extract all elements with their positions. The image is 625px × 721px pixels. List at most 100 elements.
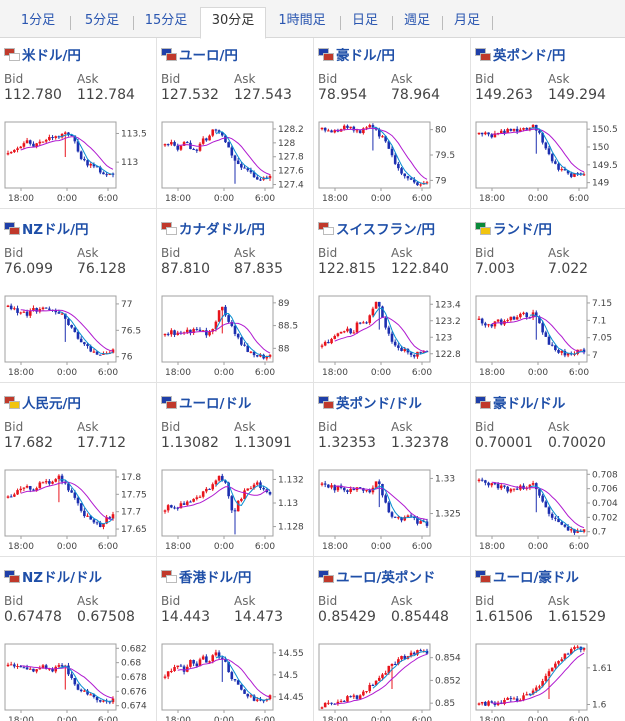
price-chart[interactable]: 0.708 0.706 0.704 0.702 0.7 18:00 0:00 6:00 xyxy=(471,466,625,558)
candle-body xyxy=(419,351,422,353)
currency-pair-link[interactable]: ユーロ/豪ドル xyxy=(475,566,579,586)
candle-body xyxy=(365,691,368,693)
price-chart[interactable]: 17.8 17.75 17.7 17.65 18:00 0:00 6:00 xyxy=(0,466,157,558)
price-chart[interactable]: 1.33 1.325 18:00 0:00 6:00 xyxy=(314,466,471,558)
price-chart[interactable]: 1.61 1.6 18:00 0:00 6:00 xyxy=(471,640,625,721)
price-chart[interactable]: 150.5 150 149.5 149 18:00 0:00 6:00 xyxy=(471,118,625,210)
candle-body xyxy=(387,327,391,334)
candle-body xyxy=(371,684,375,686)
candle-body xyxy=(189,142,192,150)
y-tick-label: 7.05 xyxy=(592,334,612,344)
tab-daily[interactable]: 日足 xyxy=(351,13,378,28)
ask-label: Ask xyxy=(77,72,99,86)
tab-5min[interactable]: 5分足 xyxy=(84,13,120,28)
currency-pair-link[interactable]: ユーロ/ドル xyxy=(161,392,251,412)
currency-card: ユーロ/円 Bid Ask 127.532 127.543 128.2 128 127.8 12… xyxy=(157,38,314,212)
price-chart[interactable]: 0.682 0.68 0.678 0.676 0.674 18:00 0:00 6:00 xyxy=(0,640,157,721)
currency-pair-link[interactable]: ユーロ/円 xyxy=(161,44,238,64)
candle-body xyxy=(205,488,208,492)
currency-pair-name: ユーロ/円 xyxy=(179,48,238,64)
y-tick-label: 1.132 xyxy=(278,475,304,485)
currency-pair-link[interactable]: 英ポンド/ドル xyxy=(318,392,422,412)
candle-body xyxy=(377,677,381,681)
candle-body xyxy=(6,496,10,498)
tab-15min[interactable]: 15分足 xyxy=(144,13,188,28)
currency-pair-name: スイスフラン/円 xyxy=(336,222,436,238)
candle-body xyxy=(63,313,67,319)
price-chart[interactable]: 1.132 1.13 1.128 18:00 0:00 6:00 xyxy=(157,466,314,558)
candle-body xyxy=(333,485,337,491)
x-tick-label: 6:00 xyxy=(255,368,275,378)
currency-pair-link[interactable]: 豪ドル/ドル xyxy=(475,392,565,412)
tab-weekly[interactable]: 週足 xyxy=(403,13,430,28)
candlestick-chart: 113.5 113 18:00 0:00 6:00 xyxy=(4,121,147,204)
price-chart[interactable]: 128.2 128 127.8 127.6 127.4 18:00 0:00 6:00 xyxy=(157,118,314,210)
price-chart[interactable]: 113.5 113 18:00 0:00 6:00 xyxy=(0,118,157,210)
moving-average-slow xyxy=(20,136,114,170)
candle-body xyxy=(371,125,375,128)
currency-pair-link[interactable]: NZドル/円 xyxy=(4,218,89,238)
currency-card: 英ポンド/ドル Bid Ask 1.32353 1.32378 1.33 1.325 18:0… xyxy=(314,386,471,560)
candle-body xyxy=(560,522,564,525)
candle-body xyxy=(573,529,576,533)
bid-label: Bid xyxy=(4,420,24,434)
currency-pair-link[interactable]: ランド/円 xyxy=(475,218,552,238)
candle-body xyxy=(342,700,346,702)
candle-body xyxy=(32,489,35,491)
currency-pair-link[interactable]: カナダドル/円 xyxy=(161,218,265,238)
currency-pair-link[interactable]: 米ドル/円 xyxy=(4,44,81,64)
candle-body xyxy=(393,516,397,518)
price-chart[interactable]: 14.55 14.5 14.45 18:00 0:00 6:00 xyxy=(157,640,314,721)
currency-pair-link[interactable]: 香港ドル/円 xyxy=(161,566,251,586)
candle-body xyxy=(73,135,77,142)
x-tick-label: 0:00 xyxy=(214,716,234,721)
candle-body xyxy=(13,149,16,153)
currency-pair-link[interactable]: スイスフラン/円 xyxy=(318,218,436,238)
candle-body xyxy=(566,653,570,655)
currency-card: 英ポンド/円 Bid Ask 149.263 149.294 150.5 150 149.5 1… xyxy=(471,38,625,212)
candle-body xyxy=(397,659,400,665)
price-chart[interactable]: 0.854 0.852 0.85 18:00 0:00 6:00 xyxy=(314,640,471,721)
moving-average-fast xyxy=(215,312,271,358)
price-chart[interactable]: 77 76.5 76 18:00 0:00 6:00 xyxy=(0,292,157,384)
currency-pair-name: 米ドル/円 xyxy=(22,48,81,64)
candlestick-chart: 1.61 1.6 18:00 0:00 6:00 xyxy=(475,643,612,721)
tab-monthly[interactable]: 月足 xyxy=(453,13,480,28)
y-tick-label: 0.704 xyxy=(592,499,618,509)
candle-body xyxy=(198,496,202,498)
candle-body xyxy=(243,490,246,499)
tab-30min[interactable]: 30分足 xyxy=(200,7,266,39)
currency-pair-link[interactable]: 豪ドル/円 xyxy=(318,44,395,64)
price-chart[interactable]: 123.4 123.2 123 122.8 18:00 0:00 6:00 xyxy=(314,292,471,384)
currency-pair-link[interactable]: ユーロ/英ポンド xyxy=(318,566,435,586)
ask-label: Ask xyxy=(548,420,570,434)
currency-pair-link[interactable]: 人民元/円 xyxy=(4,392,81,412)
currency-pair-link[interactable]: NZドル/ドル xyxy=(4,566,102,586)
x-tick-label: 0:00 xyxy=(528,368,548,378)
price-chart[interactable]: 7.15 7.1 7.05 7 18:00 0:00 6:00 xyxy=(471,292,625,384)
ask-price: 0.85448 xyxy=(391,609,449,625)
price-chart[interactable]: 80 79.5 79 18:00 0:00 6:00 xyxy=(314,118,471,210)
y-tick-label: 1.6 xyxy=(592,701,607,711)
tab-1min[interactable]: 1分足 xyxy=(20,13,56,28)
y-tick-label: 88 xyxy=(278,344,290,354)
tab-1hour[interactable]: 1時間足 xyxy=(278,13,326,28)
y-tick-label: 150 xyxy=(592,143,609,153)
candle-body xyxy=(41,141,45,143)
candle-body xyxy=(102,700,105,702)
candle-body xyxy=(67,665,70,675)
candle-body xyxy=(490,483,494,486)
currency-pair-link[interactable]: 英ポンド/円 xyxy=(475,44,565,64)
candle-body xyxy=(208,488,211,490)
y-tick-label: 7 xyxy=(592,351,598,361)
price-chart[interactable]: 89 88.5 88 18:00 0:00 6:00 xyxy=(157,292,314,384)
candle-body xyxy=(179,145,183,150)
quote-flag-icon xyxy=(166,53,177,61)
candle-body xyxy=(349,126,352,128)
candle-body xyxy=(358,695,362,699)
candle-body xyxy=(560,350,564,353)
candle-body xyxy=(569,649,573,654)
candle-body xyxy=(243,344,246,346)
candle-body xyxy=(224,306,227,316)
ask-label: Ask xyxy=(77,594,99,608)
